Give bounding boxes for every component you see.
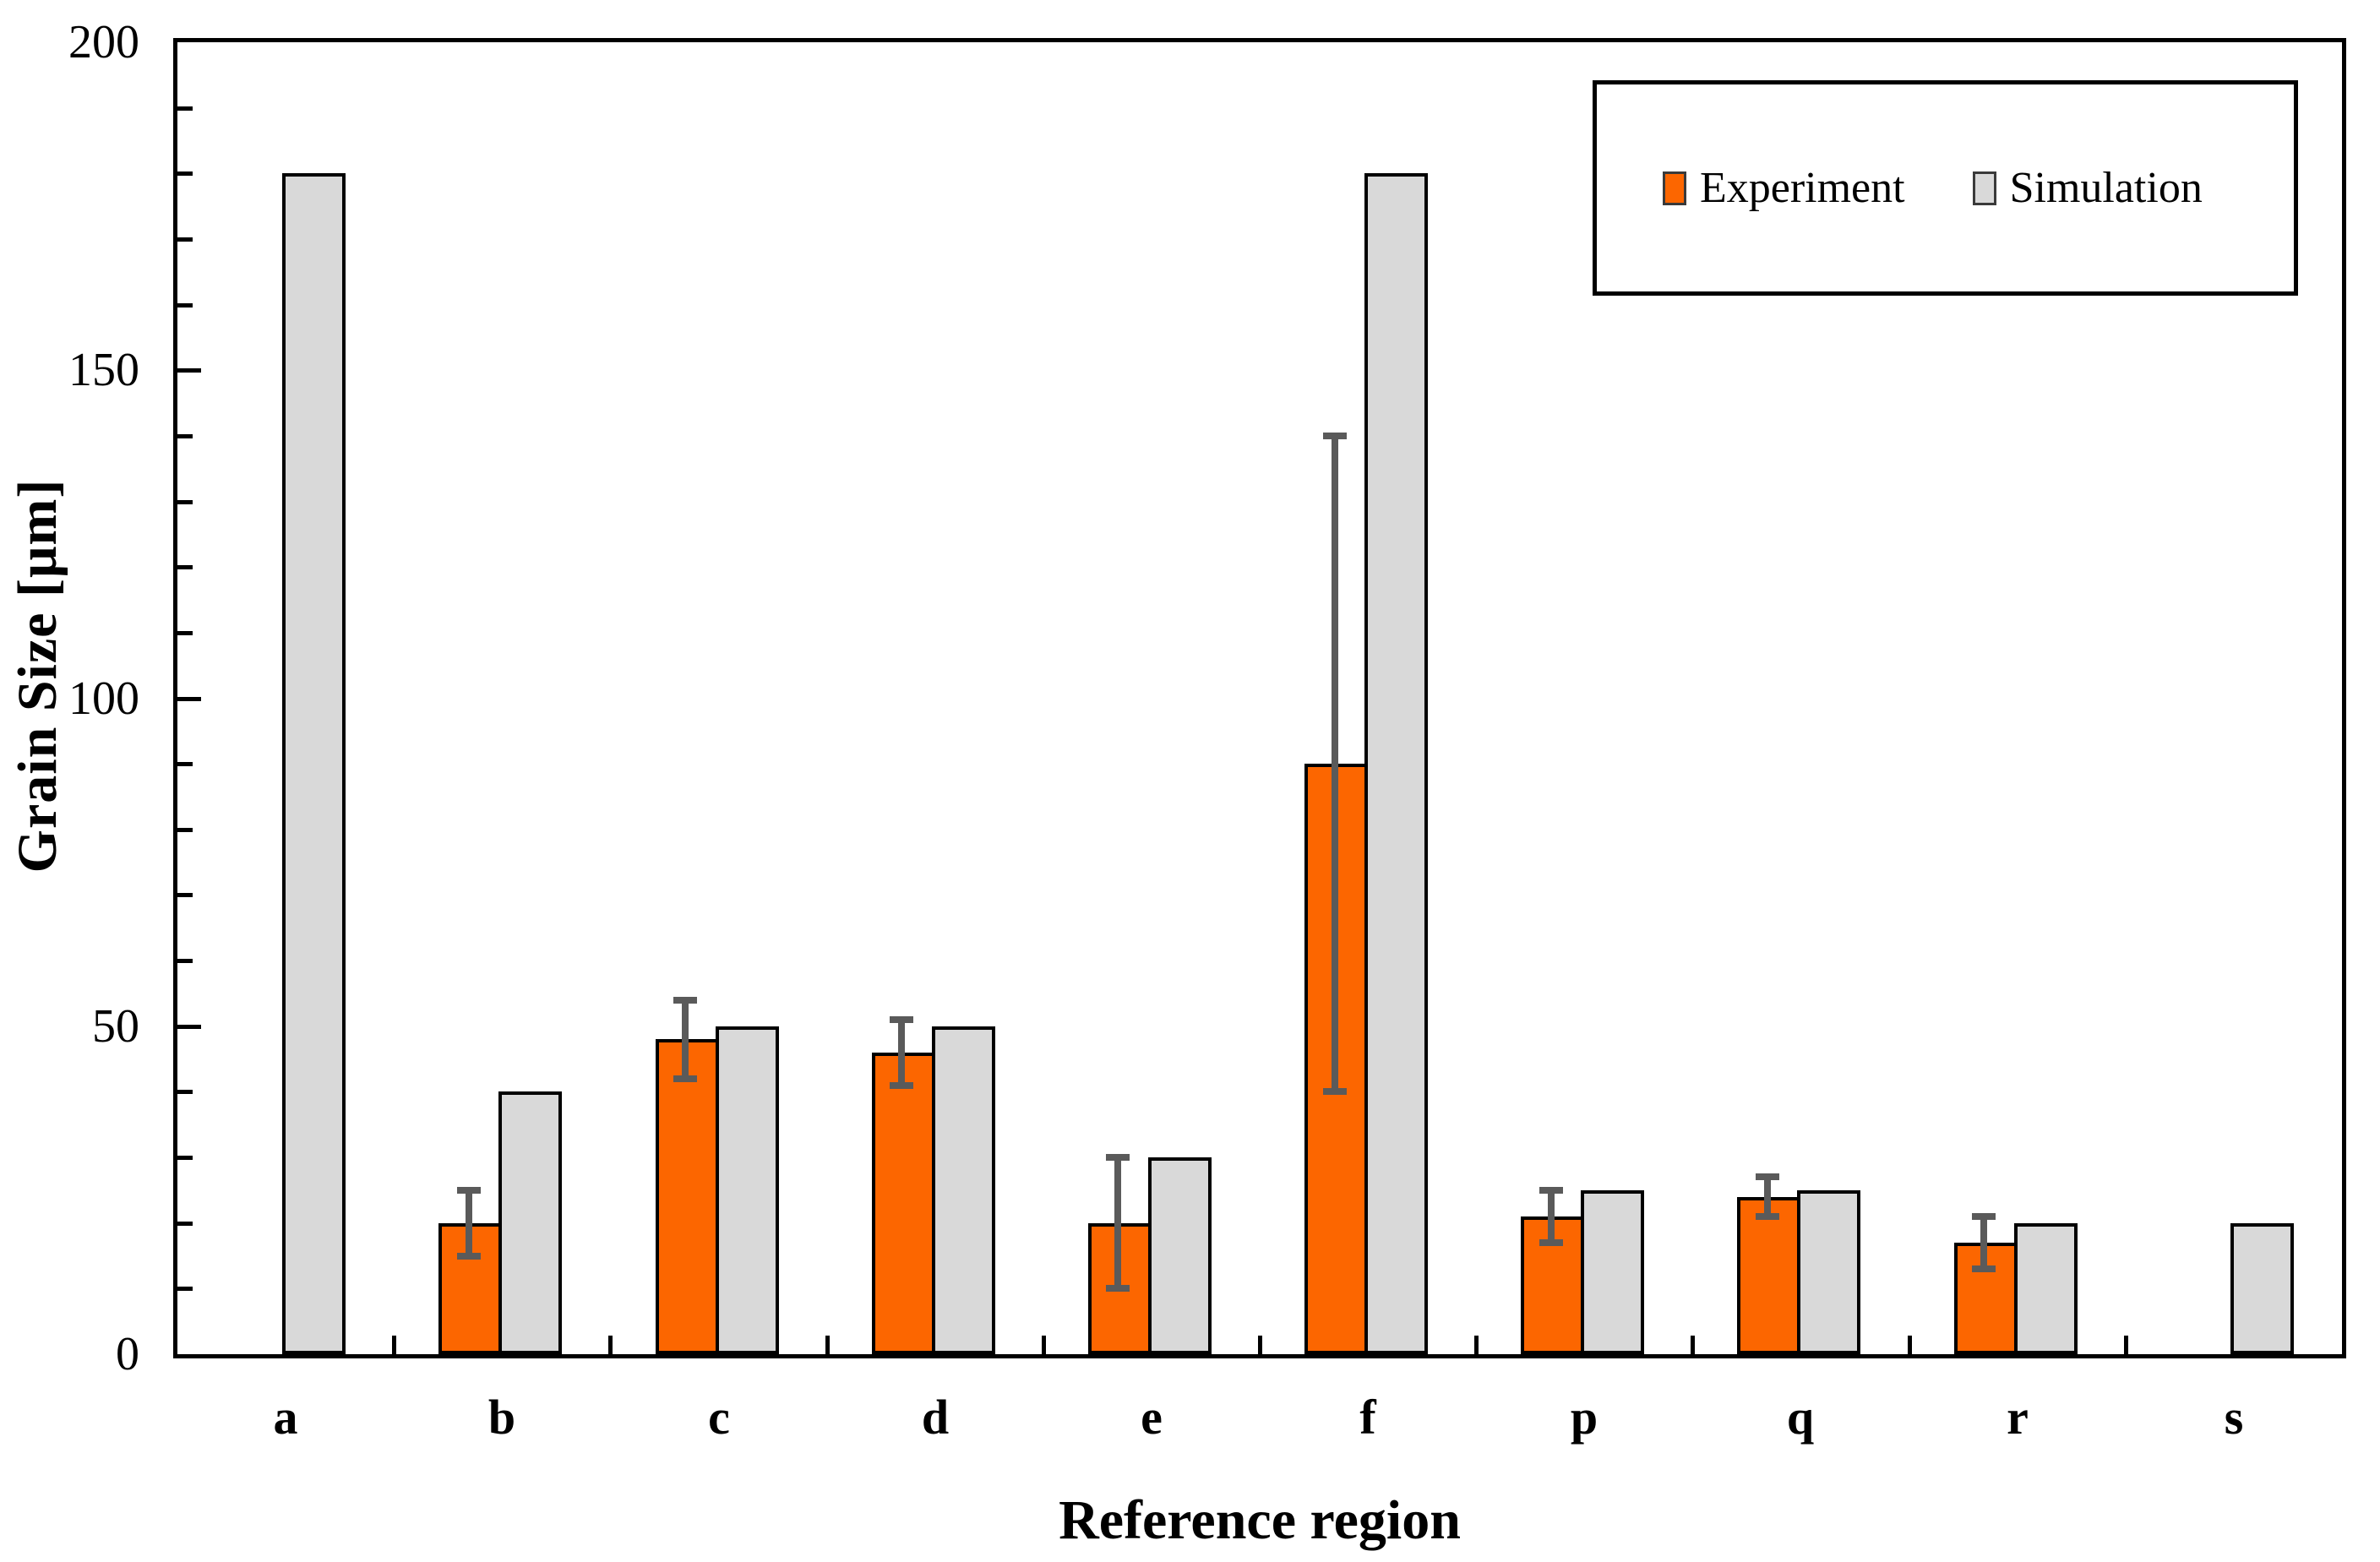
error-bar-bottom-cap-e bbox=[1106, 1285, 1130, 1292]
bar-experiment-d bbox=[872, 1053, 935, 1354]
x-boundary-tick-4 bbox=[1042, 1336, 1046, 1354]
error-bar-bottom-cap-b bbox=[457, 1253, 481, 1260]
bar-simulation-d bbox=[932, 1026, 995, 1354]
y-minor-tick-40 bbox=[177, 1090, 193, 1094]
y-minor-tick-60 bbox=[177, 959, 193, 963]
error-bar-d bbox=[898, 1020, 905, 1086]
x-tick-label-a: a bbox=[273, 1390, 298, 1445]
x-tick-label-r: r bbox=[2007, 1390, 2029, 1445]
legend-item-simulation: Simulation bbox=[1972, 163, 2203, 213]
x-tick-label-b: b bbox=[487, 1390, 516, 1445]
bar-simulation-r bbox=[2014, 1223, 2078, 1354]
error-bar-top-cap-f bbox=[1323, 433, 1347, 439]
x-boundary-tick-8 bbox=[1908, 1336, 1912, 1354]
error-bar-top-cap-p bbox=[1539, 1187, 1563, 1194]
error-bar-bottom-cap-c bbox=[673, 1075, 697, 1082]
y-minor-tick-20 bbox=[177, 1222, 193, 1226]
x-tick-label-c: c bbox=[708, 1390, 730, 1445]
y-minor-tick-140 bbox=[177, 434, 193, 438]
x-tick-label-p: p bbox=[1570, 1390, 1598, 1445]
error-bar-bottom-cap-r bbox=[1972, 1265, 1996, 1272]
y-minor-tick-70 bbox=[177, 893, 193, 897]
legend-label-simulation: Simulation bbox=[2009, 164, 2203, 212]
error-bar-bottom-cap-q bbox=[1756, 1213, 1779, 1220]
legend-label-experiment: Experiment bbox=[1700, 164, 1905, 212]
error-bar-top-cap-r bbox=[1972, 1213, 1996, 1220]
error-bar-bottom-cap-d bbox=[890, 1082, 913, 1089]
simulation-swatch-icon bbox=[1972, 171, 1996, 205]
legend: Experiment Simulation bbox=[1593, 80, 2298, 296]
x-tick-label-e: e bbox=[1141, 1390, 1163, 1445]
x-boundary-tick-3 bbox=[825, 1336, 830, 1354]
y-tick-label-0: 0 bbox=[116, 1328, 139, 1380]
error-bar-bottom-cap-f bbox=[1323, 1088, 1347, 1095]
y-minor-tick-190 bbox=[177, 106, 193, 111]
y-tick-label-50: 50 bbox=[92, 1000, 139, 1053]
error-bar-r bbox=[1980, 1216, 1987, 1269]
error-bar-top-cap-c bbox=[673, 997, 697, 1004]
bar-simulation-s bbox=[2230, 1223, 2294, 1354]
bar-simulation-a bbox=[282, 173, 346, 1354]
error-bar-c bbox=[682, 1000, 689, 1079]
bar-simulation-c bbox=[716, 1026, 779, 1354]
bar-simulation-e bbox=[1148, 1157, 1212, 1354]
y-minor-tick-160 bbox=[177, 303, 193, 308]
x-boundary-tick-2 bbox=[608, 1336, 613, 1354]
y-major-tick-50 bbox=[177, 1025, 201, 1029]
x-axis-title: Reference region bbox=[1059, 1489, 1461, 1551]
y-minor-tick-90 bbox=[177, 762, 193, 766]
y-minor-tick-30 bbox=[177, 1156, 193, 1160]
x-tick-label-d: d bbox=[921, 1390, 950, 1445]
x-boundary-tick-6 bbox=[1474, 1336, 1479, 1354]
y-minor-tick-180 bbox=[177, 171, 193, 176]
bar-experiment-q bbox=[1737, 1197, 1800, 1354]
y-minor-tick-10 bbox=[177, 1287, 193, 1291]
error-bar-p bbox=[1548, 1190, 1555, 1243]
bar-experiment-c bbox=[656, 1039, 719, 1354]
y-minor-tick-130 bbox=[177, 500, 193, 504]
error-bar-top-cap-q bbox=[1756, 1173, 1779, 1180]
bar-simulation-b bbox=[498, 1091, 562, 1354]
y-major-tick-100 bbox=[177, 697, 201, 701]
x-boundary-tick-9 bbox=[2124, 1336, 2128, 1354]
y-major-tick-150 bbox=[177, 368, 201, 373]
y-tick-label-200: 200 bbox=[68, 16, 139, 68]
x-boundary-tick-7 bbox=[1691, 1336, 1695, 1354]
bar-simulation-q bbox=[1797, 1190, 1860, 1354]
experiment-swatch-icon bbox=[1663, 171, 1686, 205]
y-minor-tick-170 bbox=[177, 237, 193, 242]
y-minor-tick-110 bbox=[177, 631, 193, 635]
error-bar-b bbox=[466, 1190, 472, 1256]
error-bar-q bbox=[1764, 1177, 1771, 1216]
error-bar-f bbox=[1332, 436, 1338, 1092]
y-tick-label-100: 100 bbox=[68, 672, 139, 725]
error-bar-top-cap-d bbox=[890, 1016, 913, 1023]
error-bar-top-cap-e bbox=[1106, 1154, 1130, 1161]
error-bar-e bbox=[1114, 1157, 1121, 1288]
x-boundary-tick-5 bbox=[1258, 1336, 1262, 1354]
x-tick-label-f: f bbox=[1359, 1390, 1376, 1445]
x-tick-label-s: s bbox=[2224, 1390, 2244, 1445]
error-bar-bottom-cap-p bbox=[1539, 1239, 1563, 1246]
legend-item-experiment: Experiment bbox=[1663, 163, 1905, 213]
y-minor-tick-80 bbox=[177, 828, 193, 832]
error-bar-top-cap-b bbox=[457, 1187, 481, 1194]
x-tick-label-q: q bbox=[1786, 1390, 1815, 1445]
y-minor-tick-120 bbox=[177, 565, 193, 569]
x-boundary-tick-1 bbox=[392, 1336, 396, 1354]
bar-simulation-p bbox=[1581, 1190, 1644, 1354]
bar-simulation-f bbox=[1364, 173, 1428, 1354]
y-tick-label-150: 150 bbox=[68, 344, 139, 396]
